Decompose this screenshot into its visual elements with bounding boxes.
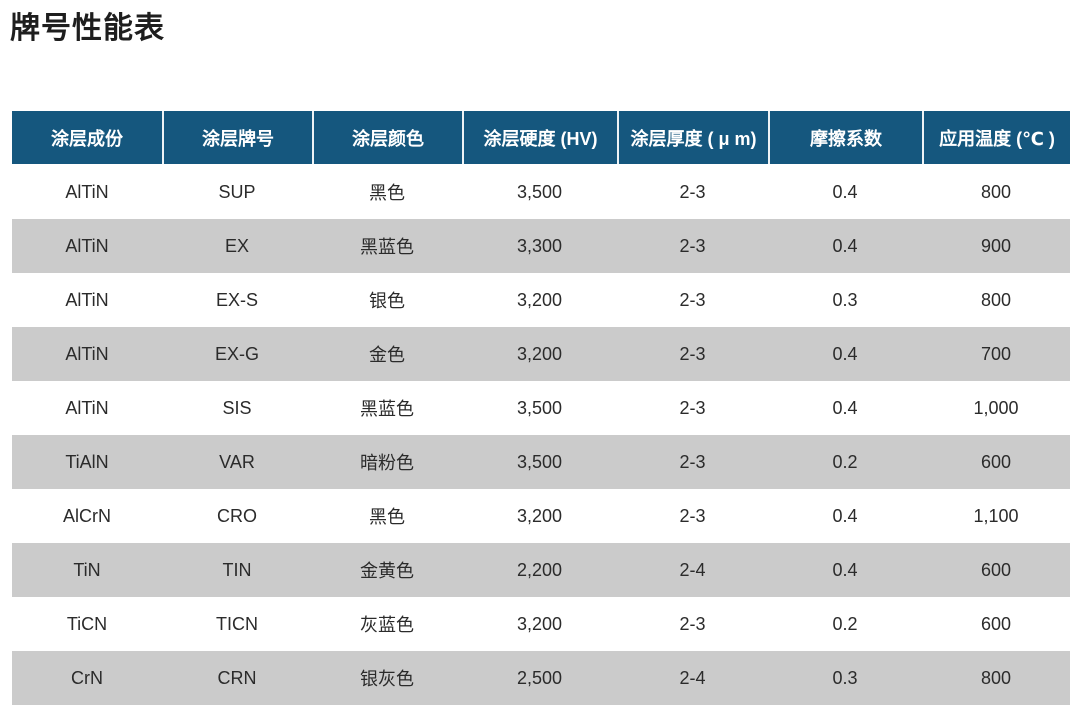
table-cell: 2-3 — [679, 505, 706, 526]
table-row: CrN CRN 银灰色 2,500 2-4 0.3 800 — [12, 651, 1070, 705]
table-cell: TiAlN — [65, 451, 109, 472]
table-cell: 3,200 — [516, 343, 563, 364]
column-header-friction: 摩擦系数 — [768, 111, 922, 164]
table-row: AlTiN EX 黑蓝色 3,300 2-3 0.4 900 — [12, 219, 1070, 273]
table-cell: 银色 — [369, 291, 405, 311]
table-cell: AlTiN — [65, 181, 109, 202]
table-cell: EX-S — [215, 289, 258, 310]
table-cell: 银灰色 — [360, 669, 414, 689]
table-cell: SIS — [222, 397, 252, 418]
table-cell: 2-3 — [679, 451, 706, 472]
table-cell: 黑蓝色 — [360, 237, 414, 257]
table-cell: 600 — [980, 613, 1012, 634]
table-row: AlTiN EX-G 金色 3,200 2-3 0.4 700 — [12, 327, 1070, 381]
table-cell: 黑色 — [369, 507, 405, 527]
column-header-grade: 涂层牌号 — [162, 111, 312, 164]
table-cell: 3,200 — [516, 289, 563, 310]
table-cell: 0.3 — [832, 667, 858, 688]
table-row: AlTiN SIS 黑蓝色 3,500 2-3 0.4 1,000 — [12, 381, 1070, 435]
table-cell: 800 — [980, 667, 1012, 688]
table-row: AlTiN SUP 黑色 3,500 2-3 0.4 800 — [12, 165, 1070, 219]
table-cell: 1,100 — [973, 505, 1019, 526]
table-cell: AlTiN — [65, 235, 109, 256]
table-cell: 0.4 — [832, 559, 858, 580]
table-cell: 金色 — [369, 345, 405, 365]
table-cell: 1,000 — [973, 397, 1019, 418]
table-cell: 3,200 — [516, 613, 563, 634]
table-cell: EX-G — [214, 343, 259, 364]
table-row: TiAlN VAR 暗粉色 3,500 2-3 0.2 600 — [12, 435, 1070, 489]
table-cell: 0.3 — [832, 289, 858, 310]
table-cell: 3,500 — [516, 181, 563, 202]
table-cell: 3,300 — [516, 235, 563, 256]
table-cell: AlTiN — [65, 289, 109, 310]
table-row: AlCrN CRO 黑色 3,200 2-3 0.4 1,100 — [12, 489, 1070, 543]
table-cell: 800 — [980, 289, 1012, 310]
table-cell: 3,200 — [516, 505, 563, 526]
table-cell: 2-3 — [679, 397, 706, 418]
table-cell: SUP — [218, 181, 256, 202]
table-cell: TICN — [216, 613, 258, 634]
table-cell: CrN — [71, 667, 103, 688]
column-header-thickness: 涂层厚度 ( μ m) — [617, 111, 768, 164]
table-cell: 3,500 — [516, 451, 563, 472]
table-cell: 金黄色 — [360, 561, 414, 581]
table-cell: 800 — [980, 181, 1012, 202]
column-header-composition: 涂层成份 — [12, 111, 162, 164]
table-cell: 900 — [980, 235, 1012, 256]
table-cell: 0.2 — [832, 613, 858, 634]
table-cell: 700 — [980, 343, 1012, 364]
table-cell: 2,200 — [516, 559, 563, 580]
table-cell: 灰蓝色 — [360, 615, 414, 635]
table-row: TiCN TICN 灰蓝色 3,200 2-3 0.2 600 — [12, 597, 1070, 651]
table-cell: 暗粉色 — [360, 453, 414, 473]
table-cell: AlTiN — [65, 343, 109, 364]
coating-performance-table: 涂层成份 涂层牌号 涂层颜色 涂层硬度 (HV) 涂层厚度 ( μ m) 摩擦系… — [12, 111, 1070, 705]
table-cell: 0.4 — [832, 181, 858, 202]
table-cell: 600 — [980, 451, 1012, 472]
table-cell: 2-3 — [679, 343, 706, 364]
table-cell: 0.4 — [832, 397, 858, 418]
column-header-hardness: 涂层硬度 (HV) — [462, 111, 617, 164]
table-cell: 3,500 — [516, 397, 563, 418]
table-cell: CRN — [217, 667, 257, 688]
table-cell: 0.4 — [832, 505, 858, 526]
table-cell: 0.4 — [832, 343, 858, 364]
table-cell: CRO — [217, 505, 257, 526]
table-cell: 黑色 — [369, 183, 405, 203]
table-cell: 2-4 — [679, 667, 706, 688]
table-cell: VAR — [219, 451, 255, 472]
table-cell: AlCrN — [63, 505, 111, 526]
table-cell: TIN — [222, 559, 252, 580]
table-cell: TiN — [73, 559, 101, 580]
table-header-row: 涂层成份 涂层牌号 涂层颜色 涂层硬度 (HV) 涂层厚度 ( μ m) 摩擦系… — [12, 111, 1070, 164]
table-cell: AlTiN — [65, 397, 109, 418]
table-cell: TiCN — [66, 613, 108, 634]
table-cell: 600 — [980, 559, 1012, 580]
table-row: AlTiN EX-S 银色 3,200 2-3 0.3 800 — [12, 273, 1070, 327]
table-cell: 2-4 — [679, 559, 706, 580]
table-cell: 0.4 — [832, 235, 858, 256]
page-title: 牌号性能表 — [10, 12, 165, 45]
table-cell: 2,500 — [516, 667, 563, 688]
column-header-color: 涂层颜色 — [312, 111, 462, 164]
table-row: TiN TIN 金黄色 2,200 2-4 0.4 600 — [12, 543, 1070, 597]
table-cell: 0.2 — [832, 451, 858, 472]
table-cell: 2-3 — [679, 235, 706, 256]
table-cell: 黑蓝色 — [360, 399, 414, 419]
table-cell: EX — [224, 235, 249, 256]
table-cell: 2-3 — [679, 181, 706, 202]
table-cell: 2-3 — [679, 289, 706, 310]
column-header-temperature: 应用温度 (℃ ) — [922, 111, 1070, 164]
table-body: AlTiN SUP 黑色 3,500 2-3 0.4 800 AlTiN EX 黑蓝色 3,300 2… — [12, 165, 1070, 705]
table-cell: 2-3 — [679, 613, 706, 634]
